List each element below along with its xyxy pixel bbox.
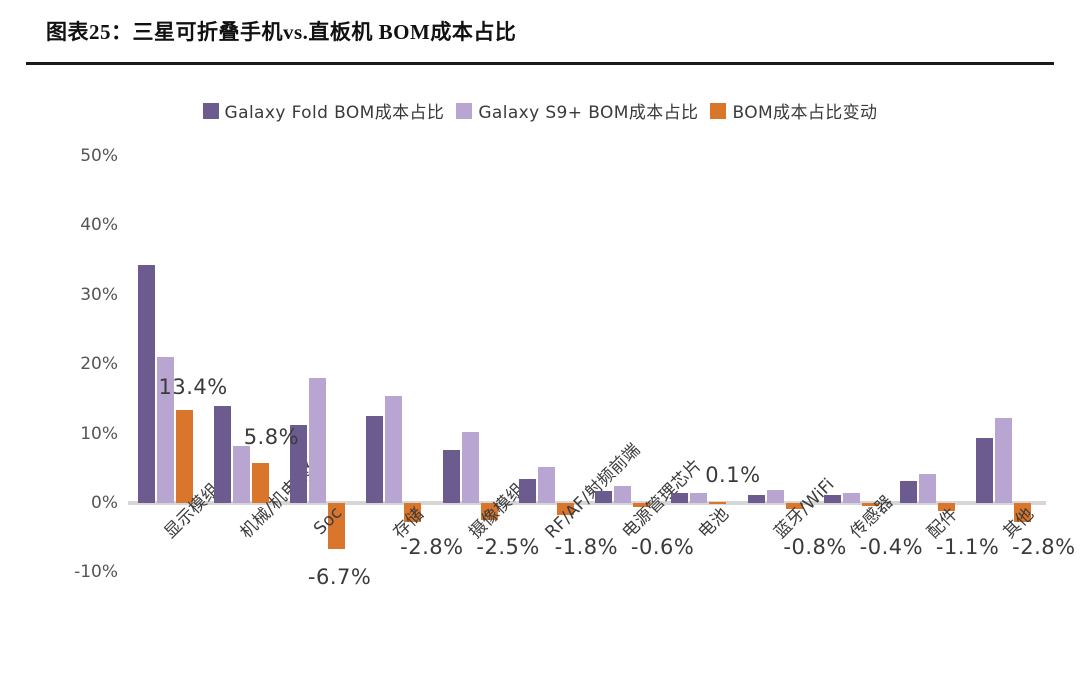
bar-1-6 xyxy=(614,486,632,503)
bar-2-7 xyxy=(709,502,727,504)
legend-item-1[interactable]: Galaxy S9+ BOM成本占比 xyxy=(456,98,698,123)
y-axis-tick-label: 10% xyxy=(80,423,118,444)
data-label-9: -0.4% xyxy=(859,535,924,559)
bar-0-7 xyxy=(671,492,689,503)
data-label-7: 0.1% xyxy=(705,463,761,487)
page-title: 图表25：三星可折叠手机vs.直板机 BOM成本占比 xyxy=(46,20,517,44)
bar-0-9 xyxy=(823,495,841,503)
data-label-11: -2.8% xyxy=(1012,535,1076,559)
y-axis-tick-label: 30% xyxy=(80,284,118,305)
data-label-8: -0.8% xyxy=(783,535,847,559)
y-axis: 50% 40% 30% 20% 10% 0% -10% xyxy=(56,0,118,685)
bar-2-11 xyxy=(1014,503,1032,523)
bar-2-10 xyxy=(938,503,956,511)
bar-0-2 xyxy=(290,424,308,503)
legend-label: Galaxy Fold BOM成本占比 xyxy=(224,103,445,123)
bar-1-0 xyxy=(156,357,174,503)
data-label-3: -2.8% xyxy=(400,535,464,559)
bar-0-11 xyxy=(976,437,994,503)
bar-2-6 xyxy=(633,503,651,508)
y-axis-tick-label: 20% xyxy=(80,354,118,375)
bar-1-10 xyxy=(919,473,937,503)
legend-label: BOM成本占比变动 xyxy=(732,103,878,123)
bar-2-2 xyxy=(328,503,346,550)
bar-0-10 xyxy=(900,481,918,503)
y-axis-tick-label: -10% xyxy=(74,562,118,583)
y-axis-tick-label: 0% xyxy=(91,493,118,513)
bar-2-9 xyxy=(861,503,879,506)
bar-1-7 xyxy=(690,493,708,503)
bar-0-5 xyxy=(518,479,536,503)
bar-1-2 xyxy=(309,378,327,503)
legend-swatch-icon xyxy=(456,102,473,119)
y-axis-tick-label: 50% xyxy=(80,146,118,166)
data-label-2: -6.7% xyxy=(307,565,372,589)
bar-2-4 xyxy=(480,503,498,521)
data-label-10: -1.1% xyxy=(935,535,1000,559)
chart-legend: Galaxy Fold BOM成本占比 Galaxy S9+ BOM成本占比 BOM… xyxy=(0,98,1080,123)
bar-2-5 xyxy=(556,503,574,516)
legend-item-0[interactable]: Galaxy Fold BOM成本占比 xyxy=(202,98,445,123)
bar-1-11 xyxy=(995,418,1013,503)
bar-0-6 xyxy=(595,490,613,503)
bar-2-3 xyxy=(404,503,422,523)
data-label-0: 13.4% xyxy=(158,375,228,399)
legend-swatch-icon xyxy=(202,102,219,119)
bar-0-3 xyxy=(366,415,384,503)
bar-0-4 xyxy=(442,449,460,503)
bar-1-4 xyxy=(461,432,479,503)
bar-1-5 xyxy=(537,466,555,503)
bar-1-1 xyxy=(232,446,250,503)
bar-0-0 xyxy=(137,264,155,503)
bar-1-9 xyxy=(842,492,860,503)
y-axis-tick-label: 40% xyxy=(80,215,118,236)
data-label-5: -1.8% xyxy=(554,535,619,559)
bar-2-8 xyxy=(785,503,803,509)
zero-baseline xyxy=(128,501,1046,505)
bar-2-0 xyxy=(175,410,193,503)
data-label-1: 5.8% xyxy=(243,425,300,449)
bar-1-3 xyxy=(385,396,403,503)
bar-0-8 xyxy=(747,495,765,503)
x-axis-category-label: 蓝牙/WiFi xyxy=(770,474,839,543)
title-divider xyxy=(26,62,1054,65)
bar-1-8 xyxy=(766,489,784,503)
x-axis-category-label: 电池 xyxy=(694,504,734,543)
bar-0-1 xyxy=(213,405,231,503)
legend-item-2[interactable]: BOM成本占比变动 xyxy=(710,98,877,123)
legend-swatch-icon xyxy=(710,102,727,119)
data-label-6: -0.6% xyxy=(630,535,695,559)
data-label-4: -2.5% xyxy=(476,535,540,559)
legend-label: Galaxy S9+ BOM成本占比 xyxy=(478,103,699,123)
bar-2-1 xyxy=(251,462,269,503)
